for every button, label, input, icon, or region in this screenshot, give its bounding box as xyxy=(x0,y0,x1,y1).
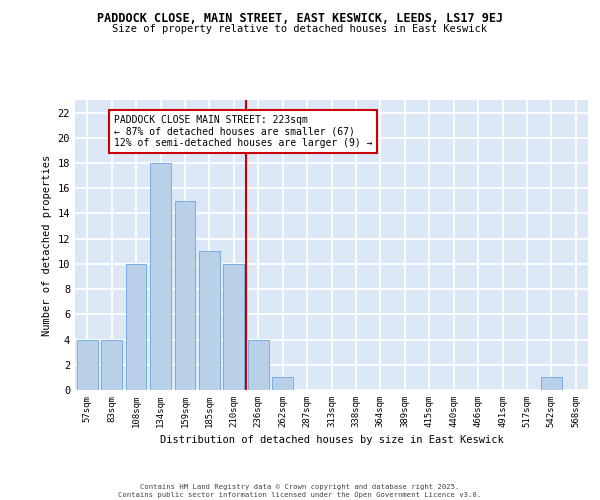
Bar xyxy=(248,340,269,390)
Text: Contains HM Land Registry data © Crown copyright and database right 2025.
Contai: Contains HM Land Registry data © Crown c… xyxy=(118,484,482,498)
Text: Size of property relative to detached houses in East Keswick: Size of property relative to detached ho… xyxy=(113,24,487,34)
Text: PADDOCK CLOSE, MAIN STREET, EAST KESWICK, LEEDS, LS17 9EJ: PADDOCK CLOSE, MAIN STREET, EAST KESWICK… xyxy=(97,12,503,26)
Bar xyxy=(101,340,122,390)
Bar xyxy=(272,378,293,390)
Bar xyxy=(175,201,196,390)
Text: PADDOCK CLOSE MAIN STREET: 223sqm
← 87% of detached houses are smaller (67)
12% : PADDOCK CLOSE MAIN STREET: 223sqm ← 87% … xyxy=(114,115,373,148)
Bar xyxy=(125,264,146,390)
Bar xyxy=(150,163,171,390)
Bar xyxy=(199,252,220,390)
Bar xyxy=(223,264,244,390)
Bar xyxy=(77,340,98,390)
Bar xyxy=(541,378,562,390)
Y-axis label: Number of detached properties: Number of detached properties xyxy=(42,154,52,336)
X-axis label: Distribution of detached houses by size in East Keswick: Distribution of detached houses by size … xyxy=(160,436,503,446)
